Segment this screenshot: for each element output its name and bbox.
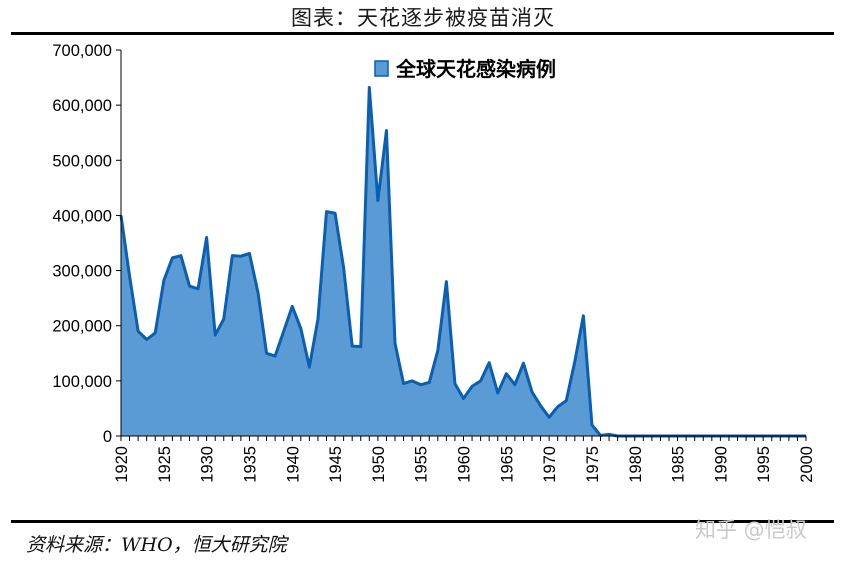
x-tick-label: 1950 — [370, 446, 388, 483]
y-tick-label: 600,000 — [52, 97, 112, 115]
chart-title: 图表：天花逐步被疫苗消灭 — [291, 6, 555, 30]
x-tick-label: 1940 — [284, 446, 302, 483]
y-tick-label: 0 — [103, 428, 112, 446]
x-tick-label: 1990 — [712, 446, 730, 483]
legend: 全球天花感染病例 — [374, 57, 556, 81]
x-tick-label: 1935 — [241, 446, 259, 483]
x-tick-label: 1985 — [670, 446, 688, 483]
y-tick-label: 500,000 — [52, 152, 112, 170]
top-divider — [11, 32, 834, 35]
x-tick-label: 1930 — [199, 446, 217, 483]
bottom-divider — [11, 520, 834, 523]
x-tick-label: 1945 — [327, 446, 345, 483]
legend-swatch — [374, 60, 389, 77]
x-tick-label: 1925 — [156, 446, 174, 483]
x-tick-label: 1975 — [584, 446, 602, 483]
y-tick-label: 700,000 — [52, 42, 112, 60]
x-tick-label: 1920 — [113, 446, 131, 483]
source-note: 资料来源：WHO，恒大研究院 — [26, 534, 287, 556]
x-tick-label: 2000 — [798, 446, 816, 483]
watermark: 知乎 @恺叔 — [695, 518, 807, 542]
x-tick-label: 1960 — [456, 446, 474, 483]
legend-label: 全球天花感染病例 — [395, 57, 556, 81]
y-tick-label: 200,000 — [52, 318, 112, 336]
x-tick-label: 1980 — [627, 446, 645, 483]
x-tick-label: 1970 — [541, 446, 559, 483]
y-tick-label: 100,000 — [52, 373, 112, 391]
y-tick-label: 300,000 — [52, 263, 112, 281]
x-tick-label: 1965 — [498, 446, 516, 483]
x-tick-label: 1955 — [413, 446, 431, 483]
x-tick-label: 1995 — [755, 446, 773, 483]
y-tick-label: 400,000 — [52, 207, 112, 225]
series-area — [121, 87, 806, 437]
